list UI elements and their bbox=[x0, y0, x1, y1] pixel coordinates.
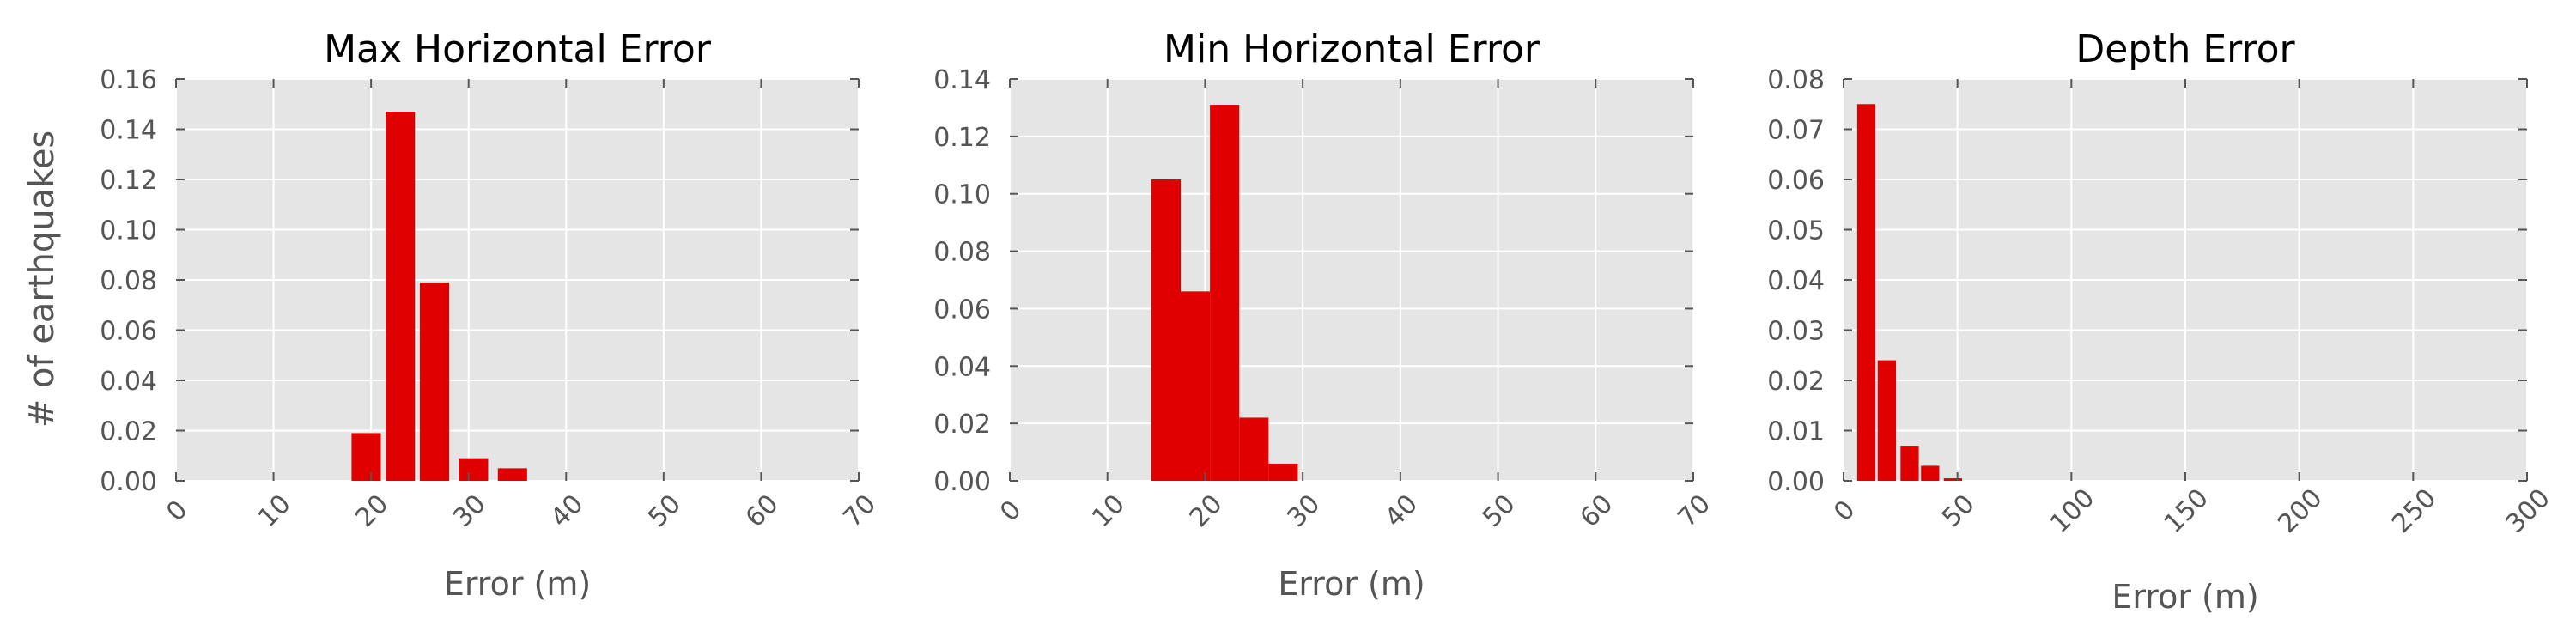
histogram-bar bbox=[459, 458, 489, 481]
panel-title: Min Horizontal Error bbox=[1163, 27, 1540, 71]
x-axis-label: Error (m) bbox=[1278, 565, 1425, 603]
panel-title: Max Horizontal Error bbox=[324, 27, 712, 71]
histogram-bar bbox=[419, 282, 449, 481]
histogram-bar bbox=[1943, 478, 1962, 481]
histogram-bar bbox=[1921, 465, 1940, 481]
x-tick-label: 40 bbox=[1379, 489, 1424, 533]
x-tick-label: 30 bbox=[1282, 489, 1327, 533]
x-tick-label: 50 bbox=[1477, 489, 1522, 533]
y-tick-label: 0.04 bbox=[100, 367, 157, 397]
y-tick-label: 0.16 bbox=[100, 65, 157, 95]
histogram-panel-3: 0.00 0.01 0.02 0.03 0.04 0.05 0.06 0.07 0.08 0 50 1… bbox=[1767, 27, 2556, 616]
x-tick-label: 20 bbox=[350, 489, 395, 533]
histogram-panel-2: 0.00 0.02 0.04 0.06 0.08 0.10 0.12 0.14 0 10 20 30 4… bbox=[933, 27, 1716, 603]
y-tick-label: 0.08 bbox=[933, 238, 991, 268]
histogram-bar bbox=[351, 433, 381, 481]
y-tick-label: 0.14 bbox=[100, 116, 157, 146]
y-tick-label: 0.02 bbox=[100, 417, 157, 447]
histogram-bar bbox=[1239, 417, 1269, 481]
y-tick-label: 0.02 bbox=[933, 410, 991, 440]
y-tick-label: 0.04 bbox=[1767, 266, 1825, 296]
histogram-bar bbox=[497, 468, 527, 481]
shared-y-axis-label: # of earthquakes bbox=[22, 131, 62, 428]
y-tick-label: 0.12 bbox=[933, 123, 991, 153]
y-tick-label: 0.06 bbox=[100, 317, 157, 347]
y-tick-label: 0.00 bbox=[1767, 467, 1825, 497]
x-tick-label: 300 bbox=[2500, 483, 2556, 539]
x-tick-label: 70 bbox=[1672, 489, 1716, 533]
y-tick-label: 0.10 bbox=[100, 216, 157, 246]
y-tick-label: 0.10 bbox=[933, 180, 991, 210]
histogram-panel-1: 0.00 0.02 0.04 0.06 0.08 0.10 0.12 0.14 0.16 0 10 2… bbox=[100, 27, 882, 603]
x-tick-label: 0 bbox=[1828, 495, 1861, 527]
y-tick-label: 0.03 bbox=[1767, 317, 1825, 347]
x-tick-label: 60 bbox=[1575, 489, 1619, 533]
histogram-bar bbox=[1151, 179, 1181, 481]
x-tick-label: 10 bbox=[1086, 489, 1131, 533]
y-tick-label: 0.06 bbox=[933, 295, 991, 325]
x-tick-label: 200 bbox=[2272, 483, 2328, 539]
y-tick-label: 0.14 bbox=[933, 65, 991, 95]
histogram-bar bbox=[1856, 104, 1876, 481]
x-tick-label: 70 bbox=[837, 489, 882, 533]
x-tick-label: 100 bbox=[2044, 483, 2100, 539]
y-tick-label: 0.08 bbox=[1767, 65, 1825, 95]
y-tick-label: 0.04 bbox=[933, 352, 991, 382]
y-tick-label: 0.07 bbox=[1767, 116, 1825, 146]
x-tick-label: 150 bbox=[2159, 483, 2215, 539]
histogram-bar bbox=[386, 112, 416, 481]
x-tick-label: 50 bbox=[1936, 489, 1981, 533]
histogram-bar bbox=[1181, 291, 1211, 481]
x-tick-label: 250 bbox=[2386, 483, 2442, 539]
histogram-bar bbox=[1900, 446, 1919, 481]
x-tick-label: 20 bbox=[1184, 489, 1229, 533]
x-tick-label: 50 bbox=[642, 489, 687, 533]
y-tick-label: 0.00 bbox=[100, 467, 157, 497]
y-tick-label: 0.08 bbox=[100, 266, 157, 296]
x-tick-label: 0 bbox=[994, 495, 1027, 527]
x-axis-label: Error (m) bbox=[444, 565, 591, 603]
x-tick-label: 60 bbox=[740, 489, 785, 533]
x-axis-label: Error (m) bbox=[2111, 578, 2258, 616]
y-tick-label: 0.00 bbox=[933, 467, 991, 497]
y-tick-label: 0.02 bbox=[1767, 367, 1825, 397]
histogram-bar bbox=[1877, 360, 1897, 481]
y-tick-label: 0.05 bbox=[1767, 216, 1825, 246]
histogram-bar bbox=[1268, 463, 1298, 481]
x-tick-label: 0 bbox=[161, 495, 193, 527]
histogram-bar bbox=[1210, 105, 1240, 481]
x-tick-label: 40 bbox=[545, 489, 590, 533]
y-tick-label: 0.06 bbox=[1767, 166, 1825, 196]
y-tick-label: 0.01 bbox=[1767, 417, 1825, 447]
plot-area bbox=[1010, 79, 1693, 481]
y-tick-label: 0.12 bbox=[100, 166, 157, 196]
panel-title: Depth Error bbox=[2075, 27, 2295, 71]
x-tick-label: 30 bbox=[447, 489, 492, 533]
x-tick-label: 10 bbox=[252, 489, 297, 533]
